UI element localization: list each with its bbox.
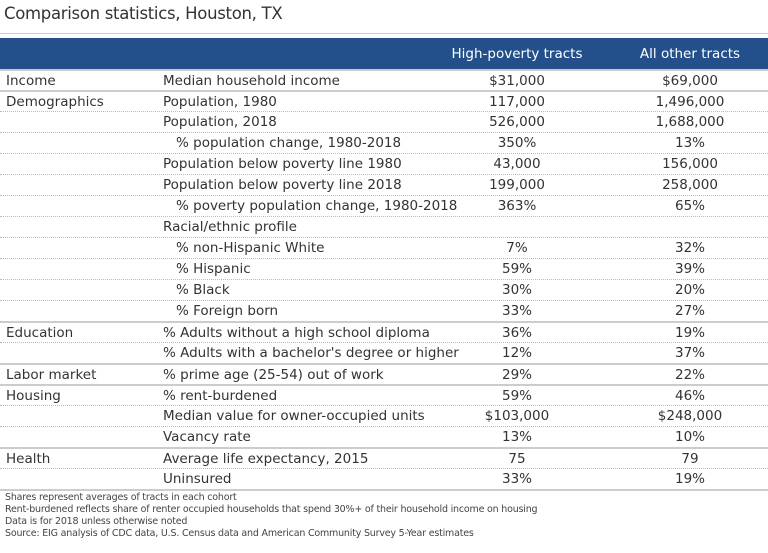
value-high-poverty: 59%: [501, 388, 533, 404]
row-metric: Population, 1980: [163, 94, 277, 110]
row-metric: % population change, 1980-2018: [176, 135, 402, 151]
value-all-other: 46%: [674, 388, 706, 404]
table-body: Income Median household income $31,000 $69,…: [0, 69, 768, 489]
table-row: Income Median household income $31,000 $69,…: [0, 69, 768, 90]
value-high-poverty: 33%: [501, 303, 533, 319]
row-metric: % poverty population change, 1980-2018: [176, 198, 458, 214]
row-category: Demographics: [6, 94, 104, 110]
table-row: % Foreign born 33% 27%: [0, 300, 768, 321]
table-row: % Adults with a bachelor's degree or hig…: [0, 342, 768, 363]
value-high-poverty: $31,000: [489, 73, 545, 89]
value-high-poverty: 75: [508, 451, 526, 467]
value-high-poverty: 33%: [501, 471, 533, 487]
value-all-other: 156,000: [662, 156, 718, 172]
value-high-poverty: 117,000: [489, 94, 545, 110]
value-high-poverty: 12%: [501, 345, 533, 361]
table-row: Racial/ethnic profile: [0, 216, 768, 237]
row-category: Housing: [6, 388, 61, 404]
value-all-other: 19%: [674, 471, 706, 487]
row-metric: % Adults with a bachelor's degree or hig…: [163, 345, 459, 361]
table-row: % non-Hispanic White 7% 32%: [0, 237, 768, 258]
value-all-other: 20%: [674, 282, 706, 298]
row-category: Health: [6, 451, 51, 467]
value-high-poverty: 199,000: [489, 177, 545, 193]
table-row: % population change, 1980-2018 350% 13%: [0, 132, 768, 153]
row-metric: Population below poverty line 2018: [163, 177, 402, 193]
value-all-other: 32%: [674, 240, 706, 256]
row-metric: Population, 2018: [163, 114, 277, 130]
row-metric: % Black: [176, 282, 230, 298]
row-metric: Racial/ethnic profile: [163, 219, 297, 235]
table-row: % poverty population change, 1980-2018 36…: [0, 195, 768, 216]
row-metric: Median value for owner-occupied units: [163, 408, 425, 424]
row-metric: % Foreign born: [176, 303, 279, 319]
page-title: Comparison statistics, Houston, TX: [4, 4, 283, 23]
column-header-high-poverty: High-poverty tracts: [451, 46, 583, 62]
table-row: % Black 30% 20%: [0, 279, 768, 300]
value-all-other: 79: [681, 451, 699, 467]
value-all-other: $248,000: [657, 408, 723, 424]
divider: [0, 489, 768, 491]
notes: Shares represent averages of tracts in e…: [5, 492, 538, 540]
value-all-other: 22%: [674, 367, 706, 383]
table-row: Uninsured 33% 19%: [0, 468, 768, 489]
value-all-other: 13%: [674, 135, 706, 151]
note: Rent-burdened reflects share of renter o…: [5, 504, 538, 515]
value-all-other: 10%: [674, 429, 706, 445]
row-metric: Average life expectancy, 2015: [163, 451, 369, 467]
table-row: Median value for owner-occupied units $10…: [0, 405, 768, 426]
value-high-poverty: 29%: [501, 367, 533, 383]
row-metric: Vacancy rate: [163, 429, 251, 445]
table-row: Education % Adults without a high school …: [0, 321, 768, 342]
value-high-poverty: 36%: [501, 325, 533, 341]
note-source: Source: EIG analysis of CDC data, U.S. C…: [5, 528, 474, 539]
value-high-poverty: 7%: [506, 240, 528, 256]
column-header-all-other: All other tracts: [639, 46, 741, 62]
row-category: Education: [6, 325, 74, 341]
table-header: High-poverty tracts All other tracts: [0, 38, 768, 69]
value-high-poverty: 13%: [501, 429, 533, 445]
value-all-other: 65%: [674, 198, 706, 214]
value-high-poverty: 59%: [501, 261, 533, 277]
value-all-other: 39%: [674, 261, 706, 277]
table-row: % Hispanic 59% 39%: [0, 258, 768, 279]
table-row: Health Average life expectancy, 2015 75 79: [0, 447, 768, 468]
table-row: Labor market % prime age (25-54) out of w…: [0, 363, 768, 384]
value-all-other: $69,000: [662, 73, 718, 89]
row-metric: % non-Hispanic White: [176, 240, 325, 256]
value-high-poverty: 350%: [497, 135, 537, 151]
row-metric: % Hispanic: [176, 261, 251, 277]
row-metric: Population below poverty line 1980: [163, 156, 402, 172]
table-row: Vacancy rate 13% 10%: [0, 426, 768, 447]
value-all-other: 258,000: [662, 177, 718, 193]
note: Data is for 2018 unless otherwise noted: [5, 516, 188, 527]
value-all-other: 1,496,000: [655, 94, 725, 110]
row-metric: % rent-burdened: [163, 388, 278, 404]
divider: [0, 33, 768, 34]
value-high-poverty: 43,000: [493, 156, 541, 172]
table-row: Population, 2018 526,000 1,688,000: [0, 111, 768, 132]
row-metric: Uninsured: [163, 471, 232, 487]
row-category: Income: [6, 73, 56, 89]
value-all-other: 19%: [674, 325, 706, 341]
value-all-other: 37%: [674, 345, 706, 361]
value-high-poverty: 30%: [501, 282, 533, 298]
value-high-poverty: 363%: [497, 198, 537, 214]
row-category: Labor market: [6, 367, 97, 383]
table-row: Housing % rent-burdened 59% 46%: [0, 384, 768, 405]
row-metric: % prime age (25-54) out of work: [163, 367, 384, 383]
row-metric: Median household income: [163, 73, 340, 89]
value-high-poverty: $103,000: [484, 408, 550, 424]
table-row: Demographics Population, 1980 117,000 1,496…: [0, 90, 768, 111]
value-all-other: 1,688,000: [655, 114, 725, 130]
table-row: Population below poverty line 1980 43,000…: [0, 153, 768, 174]
value-all-other: 27%: [674, 303, 706, 319]
row-metric: % Adults without a high school diploma: [163, 325, 430, 341]
table-row: Population below poverty line 2018 199,00…: [0, 174, 768, 195]
note: Shares represent averages of tracts in e…: [5, 492, 237, 503]
value-high-poverty: 526,000: [489, 114, 545, 130]
